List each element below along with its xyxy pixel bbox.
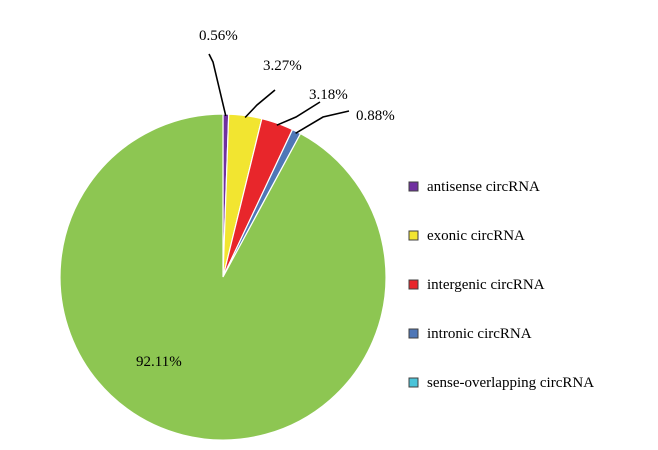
pie-slices [59,113,387,441]
data-label-antisense-circrna: 0.56% [199,28,238,44]
leader-line-antisense [208,53,227,117]
legend-label-exonic-circrna: exonic circRNA [427,228,525,244]
data-labels: 0.56% 3.27% 3.18% 0.88% 92.11% [136,28,395,370]
legend-label-intronic-circrna: intronic circRNA [427,326,532,342]
leader-line-intronic [295,110,350,134]
legend-swatch-exonic-circrna [408,230,419,241]
data-label-intergenic-circrna: 3.18% [309,87,348,103]
legend-swatch-intronic-circrna [408,328,419,339]
data-label-sense-overlapping-circrna: 92.11% [136,354,182,370]
legend-label-intergenic-circrna: intergenic circRNA [427,277,545,293]
data-label-exonic-circrna: 3.27% [263,58,302,74]
leader-line-intergenic [276,101,321,126]
data-label-intronic-circrna: 0.88% [356,108,395,124]
leader-lines [208,53,350,134]
legend-label-sense-overlapping-circrna: sense-overlapping circRNA [427,375,594,391]
legend-swatch-sense-overlapping-circrna [408,377,419,388]
legend-swatch-intergenic-circrna [408,279,419,290]
leader-line-exonic [244,89,276,119]
legend-swatch-antisense-circrna [408,181,419,192]
slice-sense-overlapping-circrna [59,113,387,441]
legend-label-antisense-circrna: antisense circRNA [427,179,540,195]
legend: antisense circRNA exonic circRNA intergeni… [408,179,594,391]
